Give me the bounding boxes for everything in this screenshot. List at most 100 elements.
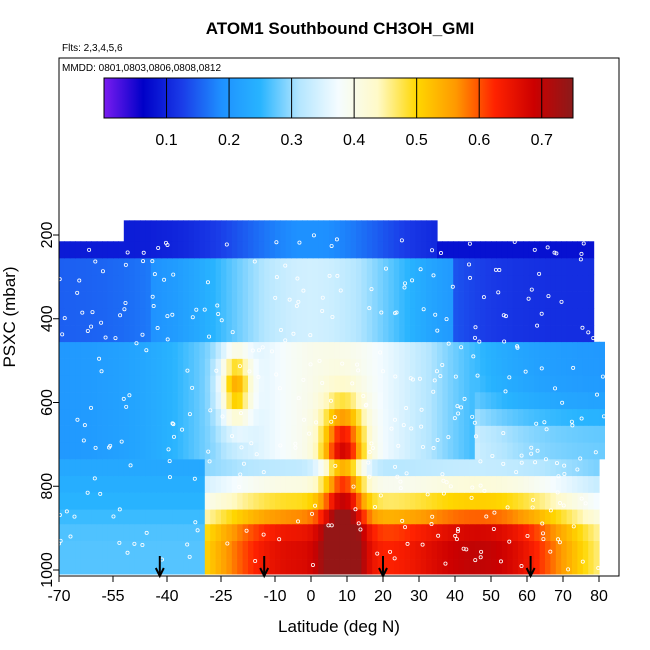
heatmap-cell [258, 459, 265, 477]
heatmap-cell [415, 241, 422, 259]
heatmap-cell [383, 540, 389, 560]
heatmap-cell [550, 523, 557, 541]
observation-dot [479, 549, 484, 554]
heatmap-cell [345, 523, 352, 541]
heatmap-cell [204, 258, 211, 276]
heatmap-cell [194, 220, 200, 242]
observation-dot [155, 326, 160, 331]
heatmap-cell [194, 308, 200, 326]
heatmap-cell [221, 341, 227, 359]
heatmap-cell [215, 509, 222, 525]
heatmap-cell [177, 425, 184, 443]
observation-dot [297, 240, 302, 245]
heatmap-cell [480, 523, 487, 541]
heatmap-cell [496, 442, 503, 460]
heatmap-cell [485, 408, 492, 426]
heatmap-cell [91, 358, 98, 376]
heatmap-cell [113, 559, 119, 575]
heatmap-cell [140, 442, 146, 460]
heatmap-cell [118, 509, 125, 525]
heatmap-cell [555, 358, 562, 376]
heatmap-cell [269, 559, 276, 575]
heatmap-cell [323, 274, 330, 292]
observation-dot [512, 239, 517, 244]
heatmap-cell [96, 308, 103, 326]
heatmap-cell [404, 392, 411, 410]
heatmap-cell [172, 241, 179, 259]
heatmap-cell [204, 392, 211, 410]
heatmap-cell [588, 459, 595, 477]
observation-dot [310, 562, 315, 567]
observation-dot [388, 549, 393, 554]
heatmap-cell [172, 540, 179, 560]
heatmap-cell [231, 358, 238, 376]
heatmap-cell [307, 459, 314, 477]
observation-dot [239, 445, 244, 450]
heatmap-cell [280, 241, 287, 259]
heatmap-cell [199, 492, 206, 510]
heatmap-cell [285, 492, 292, 510]
heatmap-cell [199, 325, 206, 343]
heatmap-cell [593, 475, 600, 493]
heatmap-cell [555, 559, 562, 575]
heatmap-cell [91, 375, 98, 393]
heatmap-cell [318, 308, 325, 326]
observation-dot [443, 561, 448, 566]
heatmap-cell [366, 220, 373, 242]
observation-dot [436, 533, 441, 538]
heatmap-cell [356, 308, 362, 326]
heatmap-cell [242, 442, 249, 460]
heatmap-cell [145, 358, 152, 376]
heatmap-cell [167, 325, 173, 343]
heatmap-cell [210, 492, 217, 510]
heatmap-cell [372, 258, 379, 276]
heatmap-cell [80, 540, 87, 560]
heatmap-cell [377, 341, 384, 359]
heatmap-cell [350, 241, 357, 259]
heatmap-cell [188, 392, 195, 410]
dates-note: MMDD: 0801,0803,0806,0808,0812 [62, 63, 221, 74]
heatmap-cell [523, 241, 530, 259]
heatmap-cell [248, 308, 254, 326]
heatmap-cell [404, 559, 411, 575]
heatmap-cell [334, 408, 341, 426]
heatmap-cell [534, 358, 541, 376]
heatmap-cell [404, 241, 411, 259]
heatmap-cell [177, 220, 184, 242]
heatmap-cell [64, 540, 71, 560]
heatmap-cell [431, 559, 438, 575]
heatmap-cell [215, 325, 222, 343]
observation-dot [600, 258, 605, 263]
heatmap-cell [264, 341, 271, 359]
heatmap-cell [150, 540, 157, 560]
heatmap-cell [329, 325, 335, 343]
heatmap-cell [64, 291, 71, 309]
heatmap-cell [372, 540, 379, 560]
heatmap-cell [404, 425, 411, 443]
heatmap-cell [458, 274, 465, 292]
heatmap-cell [329, 392, 335, 410]
heatmap-cell [248, 220, 254, 242]
heatmap-cell [393, 308, 400, 326]
observation-dot [459, 405, 464, 410]
heatmap-cell [248, 475, 254, 493]
heatmap-cell [156, 220, 163, 242]
observation-dot [296, 396, 301, 401]
heatmap-cell [474, 425, 481, 443]
heatmap-cell [318, 358, 325, 376]
heatmap-cell [312, 459, 319, 477]
heatmap-cell [431, 425, 438, 443]
observation-dot [501, 431, 506, 436]
heatmap-cell [410, 341, 416, 359]
heatmap-cell [285, 509, 292, 525]
heatmap-cell [242, 341, 249, 359]
heatmap-cell [102, 274, 109, 292]
heatmap-cell [302, 559, 308, 575]
heatmap-cell [194, 341, 200, 359]
heatmap-cell [161, 442, 168, 460]
heatmap-cell [361, 523, 368, 541]
heatmap-cell [512, 375, 519, 393]
heatmap-cell [404, 325, 411, 343]
heatmap-cell [512, 291, 519, 309]
heatmap-cell [167, 341, 173, 359]
